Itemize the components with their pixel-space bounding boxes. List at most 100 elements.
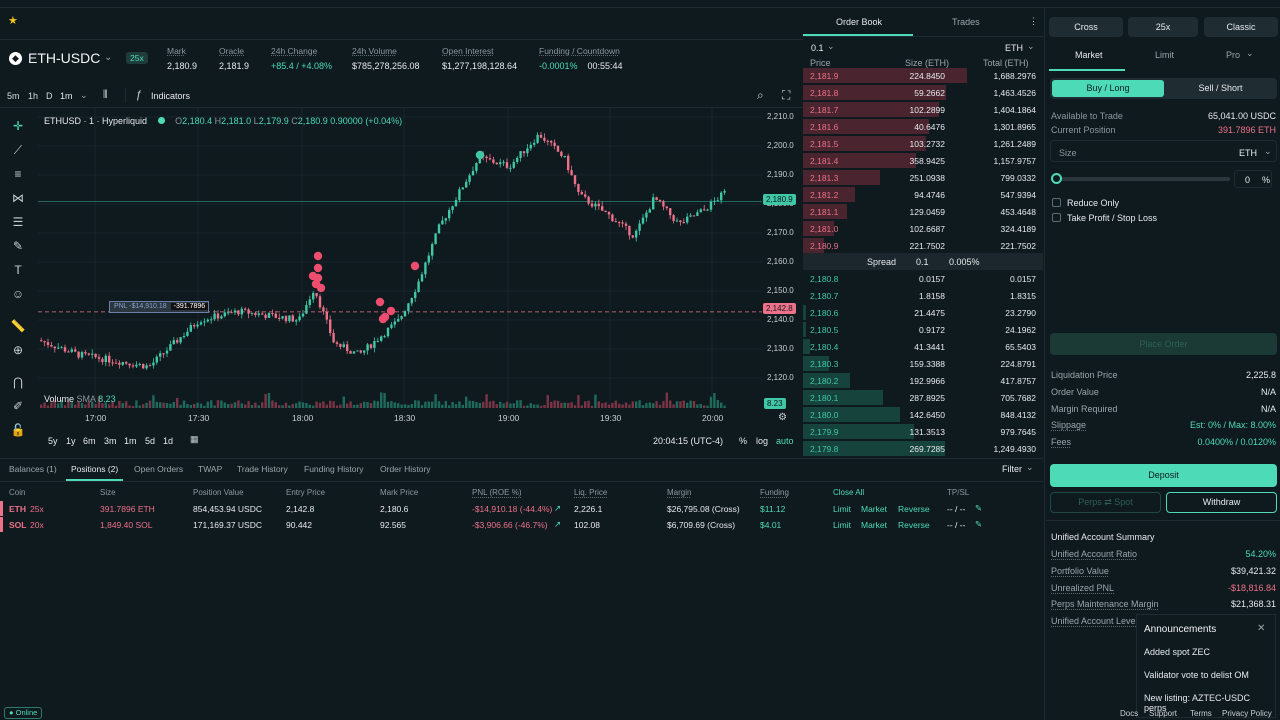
chevron-down-icon[interactable]: ⌄ — [1264, 146, 1272, 156]
position-market[interactable]: Market — [861, 504, 887, 514]
ask-row[interactable]: 2,181.9 224.8450 1,688.2976 — [803, 67, 1043, 84]
trade-marker[interactable] — [316, 283, 326, 293]
edit-icon[interactable]: ✎ — [975, 503, 983, 513]
tpsl-label[interactable]: Take Profit / Stop Loss — [1067, 213, 1158, 223]
bid-row[interactable]: 2,179.9 131.3513 979.7645 — [803, 423, 1043, 440]
column-header[interactable]: Close All — [833, 488, 865, 497]
chevron-down-icon[interactable]: ⌄ — [80, 90, 88, 100]
market-symbol[interactable]: ETH-USDC — [28, 50, 101, 66]
positions-tab[interactable]: Trade History — [237, 464, 288, 474]
tab-limit[interactable]: Limit — [1155, 50, 1175, 60]
crosshair-icon[interactable]: ✛ — [12, 119, 24, 133]
tab-order-book[interactable]: Order Book — [836, 17, 883, 27]
candles-icon[interactable]: ⫴ — [103, 89, 108, 101]
pencil-lock-icon[interactable]: ✐ — [12, 399, 24, 413]
edit-icon[interactable]: ✎ — [975, 519, 983, 529]
positions-tab[interactable]: Positions (2) — [71, 464, 119, 474]
leverage-button[interactable]: 25x — [1128, 17, 1198, 37]
indicators-icon[interactable]: ƒ — [136, 89, 143, 101]
range-1d[interactable]: 1d — [163, 436, 174, 446]
zoom-in-icon[interactable]: ⊕ — [12, 343, 24, 357]
search-icon[interactable]: ⌕ — [757, 88, 764, 102]
range-1m[interactable]: 1m — [124, 436, 137, 446]
price-axis[interactable]: 2,210.02,200.02,190.02,180.02,170.02,160… — [762, 108, 800, 418]
trade-marker[interactable] — [410, 261, 420, 271]
bid-row[interactable]: 2,180.8 0.0157 0.0157 — [803, 270, 1043, 287]
magnet-icon[interactable]: ⋂ — [13, 375, 23, 389]
auto-toggle[interactable]: auto — [776, 436, 794, 446]
ask-row[interactable]: 2,181.3 251.0938 799.0332 — [803, 169, 1043, 186]
date-range-icon[interactable]: ▦ — [190, 434, 199, 444]
trade-marker[interactable] — [386, 306, 396, 316]
trade-marker[interactable] — [308, 271, 318, 281]
interval-1m[interactable]: 1m — [60, 91, 73, 101]
positions-tab[interactable]: TWAP — [198, 464, 223, 474]
reduce-only-label[interactable]: Reduce Only — [1067, 198, 1120, 208]
horizontal-lines-icon[interactable]: ≡ — [14, 167, 22, 181]
emoji-icon[interactable]: ☺ — [11, 287, 25, 301]
text-icon[interactable]: T — [14, 263, 22, 277]
bid-row[interactable]: 2,180.1 287.8925 705.7682 — [803, 389, 1043, 406]
chevron-down-icon[interactable]: ⌄ — [1027, 41, 1035, 51]
announcement-item[interactable]: New listing: AZTEC-USDC perps — [1144, 693, 1251, 713]
ask-row[interactable]: 2,181.2 94.4746 547.9394 — [803, 186, 1043, 203]
bid-row[interactable]: 2,180.5 0.9172 24.1962 — [803, 321, 1043, 338]
positions-tab[interactable]: Open Orders — [134, 464, 184, 474]
ask-row[interactable]: 2,181.8 59.2662 1,463.4526 — [803, 84, 1043, 101]
announcement-item[interactable]: Added spot ZEC — [1144, 647, 1211, 657]
tab-market[interactable]: Market — [1075, 50, 1103, 60]
bid-row[interactable]: 2,180.0 142.6450 848.4132 — [803, 406, 1043, 423]
deposit-button[interactable]: Deposit — [1050, 464, 1277, 487]
interval-1h[interactable]: 1h — [28, 91, 39, 101]
positions-tab[interactable]: Balances (1) — [9, 464, 57, 474]
ask-row[interactable]: 2,181.4 358.9425 1,157.9757 — [803, 152, 1043, 169]
bid-row[interactable]: 2,180.4 41.3441 65.5403 — [803, 338, 1043, 355]
reduce-only-checkbox[interactable] — [1052, 198, 1061, 207]
ask-row[interactable]: 2,181.6 40.6476 1,301.8965 — [803, 118, 1043, 135]
ask-row[interactable]: 2,181.7 102.2899 1,404.1864 — [803, 101, 1043, 118]
buy-long-button[interactable]: Buy / Long — [1052, 80, 1164, 97]
size-unit[interactable]: ETH — [1239, 148, 1257, 158]
ask-row[interactable]: 2,181.5 103.2732 1,261.2489 — [803, 135, 1043, 152]
indicators-button[interactable]: Indicators — [151, 91, 191, 101]
margin-mode-button[interactable]: Cross — [1049, 17, 1123, 37]
tick-size-select[interactable]: 0.1 — [811, 43, 824, 53]
log-toggle[interactable]: log — [756, 436, 769, 446]
range-6m[interactable]: 6m — [83, 436, 96, 446]
trendline-icon[interactable]: ⟋ — [13, 143, 23, 157]
range-5d[interactable]: 5d — [145, 436, 156, 446]
chevron-down-icon[interactable]: ⌄ — [1246, 48, 1254, 58]
share-icon[interactable]: ↗ — [554, 503, 562, 513]
unit-select[interactable]: ETH — [1005, 43, 1023, 53]
bid-row[interactable]: 2,180.2 192.9966 417.8757 — [803, 372, 1043, 389]
trade-marker[interactable] — [475, 150, 485, 160]
range-3m[interactable]: 3m — [104, 436, 117, 446]
price-chart[interactable]: ETHUSD · 1 · Hyperliquid O2,180.4 H2,181… — [38, 108, 800, 454]
settings-icon[interactable]: ⚙ — [778, 412, 787, 423]
announcement-item[interactable]: Validator vote to delist OM — [1144, 670, 1249, 680]
size-slider[interactable] — [1051, 173, 1230, 184]
mode-button[interactable]: Classic — [1204, 17, 1278, 37]
percent-toggle[interactable]: % — [739, 436, 748, 446]
bid-row[interactable]: 2,180.3 159.3388 224.8791 — [803, 355, 1043, 372]
bid-row[interactable]: 2,180.7 1.8158 1.8315 — [803, 287, 1043, 304]
tpsl-checkbox[interactable] — [1052, 213, 1061, 222]
trade-marker[interactable] — [378, 314, 388, 324]
withdraw-button[interactable]: Withdraw — [1166, 492, 1277, 513]
chevron-down-icon[interactable]: ⌄ — [1026, 462, 1034, 472]
tab-trades[interactable]: Trades — [952, 17, 980, 27]
fib-icon[interactable]: ☰ — [12, 215, 24, 229]
column-header[interactable]: Coin — [9, 488, 26, 497]
position-reverse[interactable]: Reverse — [898, 504, 930, 514]
chevron-down-icon[interactable]: ⌄ — [827, 41, 835, 51]
perps-spot-button[interactable]: Perps ⇄ Spot — [1050, 492, 1161, 513]
position-limit[interactable]: Limit — [833, 504, 851, 514]
trade-marker[interactable] — [313, 263, 323, 273]
ask-row[interactable]: 2,181.1 129.0459 453.4648 — [803, 203, 1043, 220]
position-limit[interactable]: Limit — [833, 520, 851, 530]
tab-pro[interactable]: Pro — [1226, 50, 1241, 60]
bid-row[interactable]: 2,180.6 21.4475 23.2790 — [803, 304, 1043, 321]
positions-tab[interactable]: Funding History — [304, 464, 364, 474]
position-market[interactable]: Market — [861, 520, 887, 530]
footer-link-support[interactable]: Support — [1149, 709, 1178, 718]
